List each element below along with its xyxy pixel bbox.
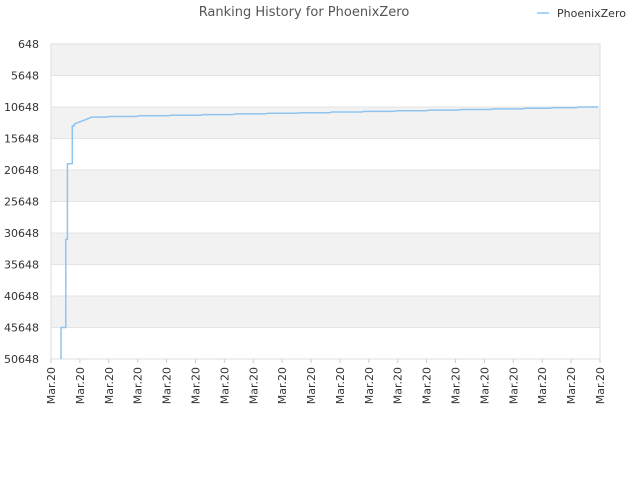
x-axis-ticks: Mar.20 Mar.20 Mar.20 Mar.20 Mar.20 Mar.20 Mar.… bbox=[45, 359, 607, 404]
y-tick-label: 40648 bbox=[4, 290, 39, 303]
background-band bbox=[51, 233, 600, 265]
y-axis-ticks: 648 5648 10648 15648 20648 25648 30648 35648 406… bbox=[4, 38, 39, 366]
y-tick-label: 25648 bbox=[4, 196, 39, 209]
background-band bbox=[51, 75, 600, 107]
x-tick-label: Mar.20 bbox=[421, 367, 434, 404]
x-tick-label: Mar.20 bbox=[334, 367, 347, 404]
x-tick-label: Mar.20 bbox=[74, 367, 87, 404]
x-tick-label: Mar.20 bbox=[161, 367, 174, 404]
background-band bbox=[51, 44, 600, 76]
plot-background-bands bbox=[51, 44, 600, 359]
x-tick-label: Mar.20 bbox=[363, 367, 376, 404]
x-tick-label: Mar.20 bbox=[507, 367, 520, 404]
x-tick-label: Mar.20 bbox=[478, 367, 491, 404]
plot-border bbox=[50, 43, 601, 360]
x-tick-label: Mar.20 bbox=[450, 367, 463, 404]
chart-title: Ranking History for PhoenixZero bbox=[199, 5, 410, 20]
x-tick-label: Mar.20 bbox=[103, 367, 116, 404]
x-tick-label: Mar.20 bbox=[305, 367, 318, 404]
series-line-phoenixzero bbox=[60, 106, 598, 359]
x-tick-label: Mar.20 bbox=[276, 367, 289, 404]
background-band bbox=[51, 170, 600, 202]
x-tick-label: Mar.20 bbox=[247, 367, 260, 404]
y-tick-label: 35648 bbox=[4, 259, 39, 272]
y-tick-label: 15648 bbox=[4, 133, 39, 146]
y-tick-label: 45648 bbox=[4, 322, 39, 335]
y-tick-label: 648 bbox=[18, 38, 39, 51]
x-tick-label: Mar.20 bbox=[392, 367, 405, 404]
x-tick-label: Mar.20 bbox=[536, 367, 549, 404]
background-band bbox=[51, 107, 600, 139]
background-band bbox=[51, 296, 600, 328]
x-tick-label: Mar.20 bbox=[45, 367, 58, 404]
x-tick-label: Mar.20 bbox=[594, 367, 607, 404]
y-tick-label: 50648 bbox=[4, 353, 39, 366]
x-tick-label: Mar.20 bbox=[565, 367, 578, 404]
background-band bbox=[51, 327, 600, 359]
background-band bbox=[51, 201, 600, 233]
x-tick-label: Mar.20 bbox=[218, 367, 231, 404]
y-tick-label: 30648 bbox=[4, 227, 39, 240]
background-band bbox=[51, 264, 600, 296]
legend: PhoenixZero bbox=[537, 7, 626, 20]
y-tick-label: 20648 bbox=[4, 164, 39, 177]
x-tick-label: Mar.20 bbox=[132, 367, 145, 404]
y-tick-label: 5648 bbox=[11, 70, 39, 83]
background-band bbox=[51, 138, 600, 170]
series-group bbox=[60, 106, 598, 359]
legend-label: PhoenixZero bbox=[557, 7, 626, 20]
y-tick-label: 10648 bbox=[4, 101, 39, 114]
x-tick-label: Mar.20 bbox=[189, 367, 202, 404]
